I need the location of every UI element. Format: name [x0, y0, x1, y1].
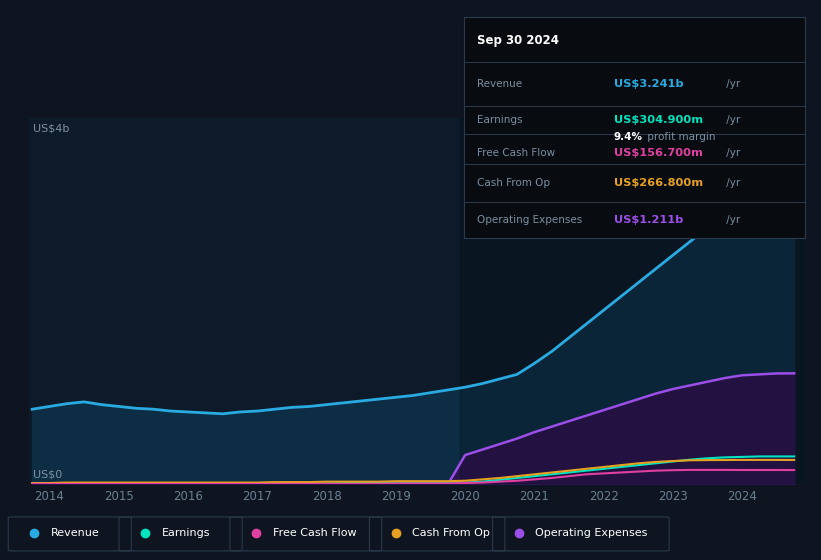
Text: Earnings: Earnings: [478, 115, 523, 125]
Text: /yr: /yr: [722, 178, 740, 188]
Text: US$4b: US$4b: [33, 123, 69, 133]
Text: /yr: /yr: [722, 80, 740, 89]
Text: /yr: /yr: [722, 148, 740, 158]
Bar: [460, 118, 815, 484]
Text: 9.4%: 9.4%: [614, 132, 643, 142]
Text: US$1.211b: US$1.211b: [614, 215, 683, 225]
Text: Cash From Op: Cash From Op: [412, 529, 490, 538]
Text: US$156.700m: US$156.700m: [614, 148, 703, 158]
Text: /yr: /yr: [722, 115, 740, 125]
Text: Cash From Op: Cash From Op: [478, 178, 551, 188]
Text: Free Cash Flow: Free Cash Flow: [273, 529, 356, 538]
Text: US$304.900m: US$304.900m: [614, 115, 703, 125]
Text: Earnings: Earnings: [162, 529, 210, 538]
Text: Revenue: Revenue: [51, 529, 99, 538]
Text: US$0: US$0: [33, 470, 62, 480]
Text: US$3.241b: US$3.241b: [614, 80, 683, 89]
Text: Operating Expenses: Operating Expenses: [535, 529, 648, 538]
Text: /yr: /yr: [722, 215, 740, 225]
Text: Revenue: Revenue: [478, 80, 523, 89]
Text: profit margin: profit margin: [644, 132, 716, 142]
Text: US$266.800m: US$266.800m: [614, 178, 703, 188]
Text: Sep 30 2024: Sep 30 2024: [478, 34, 559, 46]
Text: Operating Expenses: Operating Expenses: [478, 215, 583, 225]
Text: Free Cash Flow: Free Cash Flow: [478, 148, 556, 158]
